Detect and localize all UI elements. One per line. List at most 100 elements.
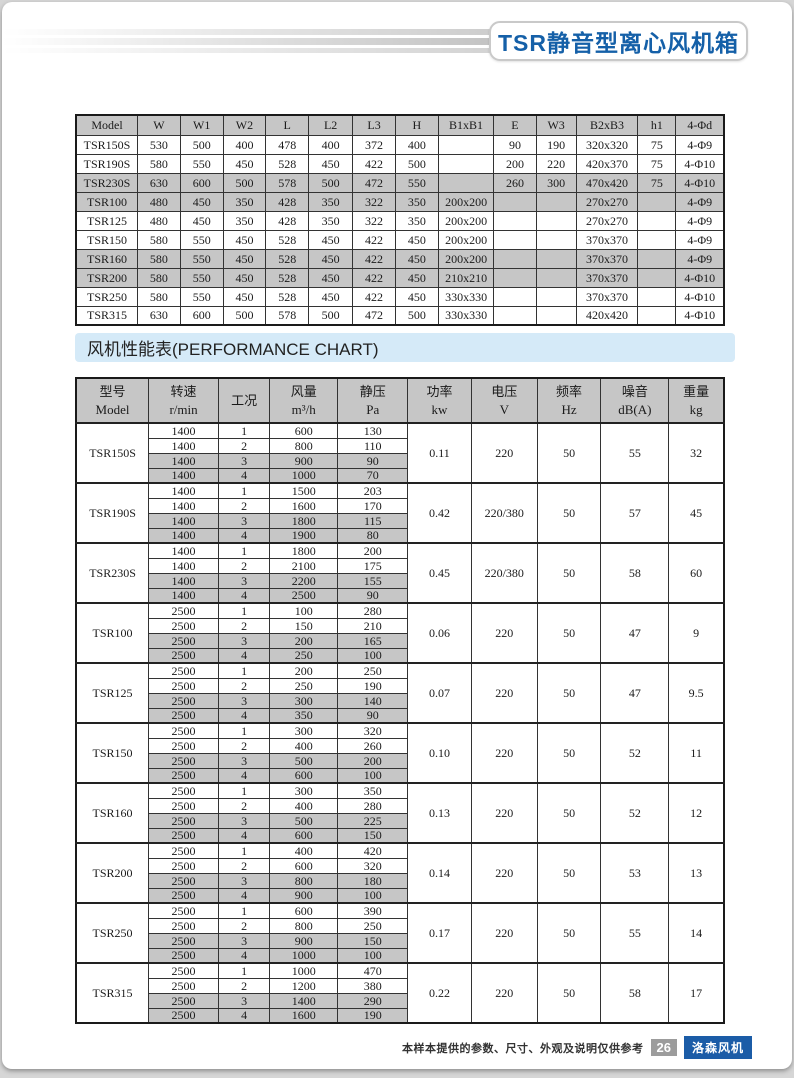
- speed-cell: 2500: [148, 737, 220, 754]
- condition-cell: 4: [218, 1007, 271, 1024]
- dimension-cell: [535, 210, 577, 231]
- dimension-cell: 420x420: [575, 305, 639, 326]
- dimension-cell: 75: [637, 172, 677, 193]
- dimension-header-cell: B2xB3: [575, 114, 639, 136]
- table-row: 2500 4 900 100: [76, 887, 724, 904]
- voltage-cell: 220/380: [470, 482, 538, 544]
- model-cell: TSR315: [75, 305, 139, 326]
- airflow-cell: 300: [269, 722, 339, 739]
- airflow-cell: 1600: [269, 1007, 339, 1024]
- model-cell: TSR190S: [75, 153, 139, 174]
- dimension-cell: 4-Φ9: [675, 191, 725, 212]
- model-cell: TSR160: [75, 248, 139, 269]
- pressure-cell: 260: [337, 737, 409, 754]
- table-row: 1400 4 1900 80: [76, 527, 724, 544]
- airflow-cell: 350: [269, 707, 339, 724]
- header-stripe: [2, 29, 502, 35]
- dimension-cell: 450: [222, 248, 267, 269]
- speed-cell: 1400: [148, 542, 220, 559]
- dimension-cell: 4-Φ10: [675, 305, 725, 326]
- voltage-cell: 220: [470, 422, 538, 484]
- condition-cell: 1: [218, 902, 271, 919]
- dimension-cell: 350: [394, 210, 439, 231]
- model-cell: TSR160: [75, 782, 150, 844]
- frequency-cell: 50: [536, 482, 602, 544]
- header-line: V: [499, 401, 509, 417]
- dimension-cell: [637, 229, 677, 250]
- pressure-cell: 350: [337, 782, 409, 799]
- dimension-cell: 322: [352, 210, 396, 231]
- weight-cell: 11: [668, 722, 725, 784]
- dimension-cell: 580: [137, 153, 181, 174]
- pressure-cell: 100: [337, 887, 409, 904]
- dimension-cell: 200x200: [437, 210, 495, 231]
- model-cell: TSR200: [75, 267, 139, 288]
- table-row: TSR150 2500 1 300 320 0.10 220 50 52 11: [75, 722, 725, 784]
- noise-cell: 47: [600, 662, 670, 724]
- speed-cell: 2500: [148, 902, 220, 919]
- pressure-cell: 80: [337, 527, 409, 544]
- header-stripe: [2, 48, 502, 53]
- dimension-cell: [493, 305, 537, 326]
- model-cell: TSR150: [75, 722, 150, 784]
- dimension-cell: [493, 191, 537, 212]
- speed-cell: 2500: [148, 932, 220, 949]
- table-row: 1400 4 2500 90: [76, 587, 724, 604]
- header-stripe: [2, 38, 502, 45]
- dimension-cell: 470x420: [575, 172, 639, 193]
- header-line: 转速: [170, 383, 197, 399]
- pressure-cell: 170: [337, 497, 409, 514]
- frequency-cell: 50: [536, 902, 602, 964]
- dimension-cell: [535, 286, 577, 307]
- condition-cell: 3: [218, 572, 271, 589]
- dimension-cell: 450: [308, 286, 354, 307]
- pressure-cell: 420: [337, 842, 409, 859]
- frequency-cell: 50: [536, 962, 602, 1024]
- table-row: TSR190S 580 550 450 528 450 422 500 200 220 420x37…: [75, 153, 725, 174]
- voltage-cell: 220: [470, 722, 538, 784]
- dimension-cell: 75: [637, 153, 677, 174]
- airflow-cell: 100: [269, 602, 339, 619]
- dimension-cell: 580: [137, 286, 181, 307]
- voltage-cell: 220: [470, 662, 538, 724]
- condition-cell: 3: [218, 932, 271, 949]
- frequency-cell: 50: [536, 842, 602, 904]
- dimension-cell: 500: [394, 305, 439, 326]
- table-row: 2500 2 600 320: [76, 857, 724, 874]
- dimension-header-cell: W2: [222, 114, 267, 136]
- header-line: 静压: [359, 383, 386, 399]
- model-cell: TSR150: [75, 229, 139, 250]
- page-title: TSR静音型离心风机箱: [489, 21, 748, 61]
- pressure-cell: 100: [337, 647, 409, 664]
- dimension-cell: 4-Φ10: [675, 153, 725, 174]
- speed-cell: 1400: [148, 422, 220, 439]
- airflow-cell: 800: [269, 917, 339, 934]
- frequency-cell: 50: [536, 662, 602, 724]
- condition-cell: 2: [218, 617, 271, 634]
- speed-cell: 2500: [148, 992, 220, 1009]
- dimension-cell: 450: [394, 286, 439, 307]
- page-footer: 本样本提供的参数、尺寸、外观及说明仅供参考 26 洛森风机: [402, 1036, 752, 1059]
- dimension-cell: 500: [394, 153, 439, 174]
- pressure-cell: 250: [337, 917, 409, 934]
- header-line: 重量: [683, 383, 710, 399]
- dimension-cell: 480: [137, 191, 181, 212]
- model-cell: TSR200: [75, 842, 150, 904]
- model-cell: TSR250: [75, 902, 150, 964]
- airflow-cell: 250: [269, 647, 339, 664]
- airflow-cell: 600: [269, 827, 339, 844]
- header-line: Hz: [561, 401, 577, 417]
- dimension-cell: [535, 229, 577, 250]
- header-line: 电压: [491, 383, 518, 399]
- footer-note: 本样本提供的参数、尺寸、外观及说明仅供参考: [402, 1042, 644, 1055]
- dimension-header-cell: W: [137, 114, 181, 136]
- speed-cell: 2500: [148, 962, 220, 979]
- weight-cell: 9.5: [668, 662, 725, 724]
- noise-cell: 55: [600, 902, 670, 964]
- dimension-cell: 450: [394, 229, 439, 250]
- dimension-cell: 370x370: [575, 248, 639, 269]
- condition-cell: 3: [218, 872, 271, 889]
- airflow-cell: 600: [269, 902, 339, 919]
- weight-cell: 12: [668, 782, 725, 844]
- dimension-cell: 580: [137, 229, 181, 250]
